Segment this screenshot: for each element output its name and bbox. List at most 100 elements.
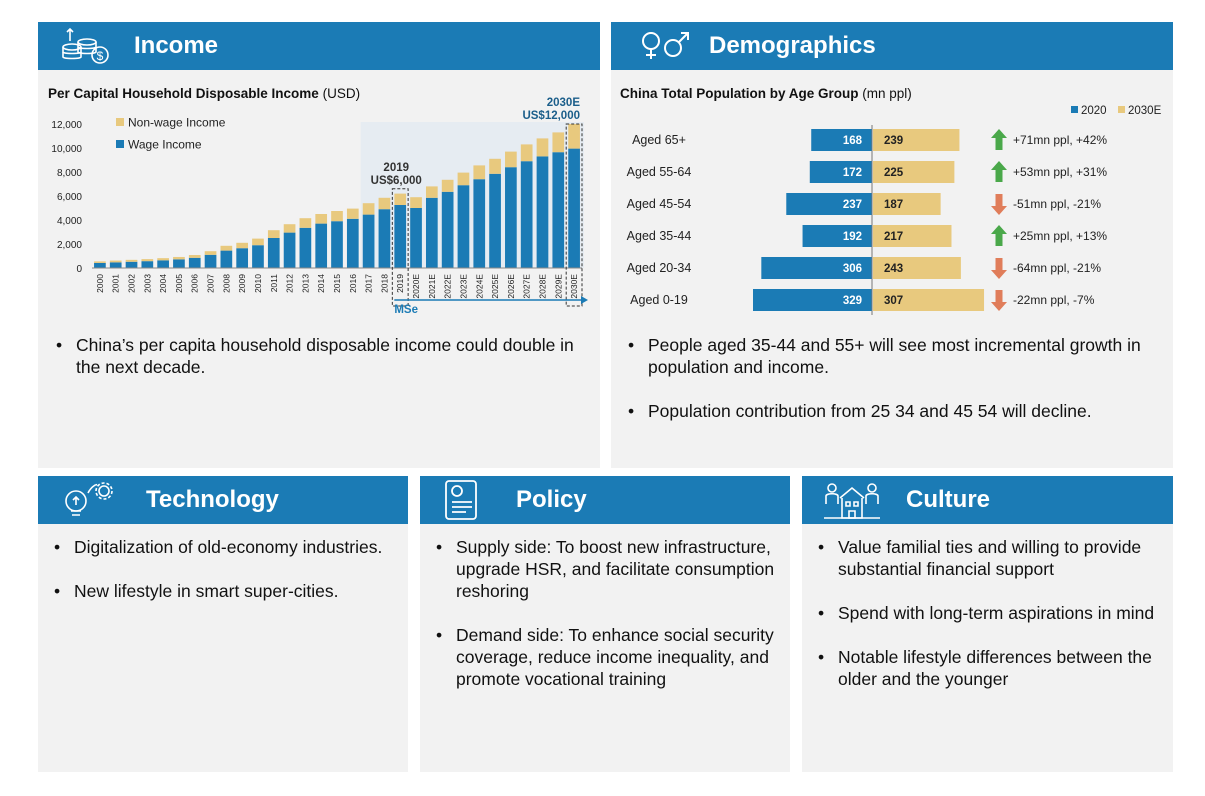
culture-bullet: Value familial ties and willing to provi… xyxy=(816,536,1166,580)
age-group-label: Aged 35-44 xyxy=(627,229,692,243)
bar-2030 xyxy=(873,129,960,151)
bar-2030 xyxy=(873,225,952,247)
x-tick-label: 2002 xyxy=(127,274,137,293)
bar-wage xyxy=(378,209,391,268)
x-tick-label: 2019 xyxy=(395,274,405,293)
bar-nonwage xyxy=(267,230,280,238)
bar-nonwage xyxy=(173,256,185,260)
technology-title: Technology xyxy=(146,486,279,513)
bar-wage xyxy=(267,238,280,268)
bar-nonwage xyxy=(568,124,580,149)
income-bullets: China’s per capita household disposable … xyxy=(54,334,589,400)
legend-label: 2030E xyxy=(1128,105,1162,117)
up-arrow-icon xyxy=(991,161,1007,182)
y-tick-label: 6,000 xyxy=(57,192,82,203)
x-tick-label: 2010 xyxy=(253,274,263,293)
change-label: -64mn ppl, -21% xyxy=(1013,261,1101,275)
income-title: Income xyxy=(134,32,219,59)
income-chart-title-text: Per Capital Household Disposable Income xyxy=(48,86,319,101)
y-tick-label: 8,000 xyxy=(57,168,82,179)
policy-bullets: Supply side: To boost new infrastructure… xyxy=(434,536,784,712)
bar-nonwage xyxy=(346,208,359,219)
bar-wage xyxy=(220,250,233,268)
legend-label: Wage Income xyxy=(128,138,202,152)
bar-wage xyxy=(520,161,533,268)
bar-wage xyxy=(315,223,328,268)
bar-nonwage xyxy=(331,211,343,222)
demographics-chart-unit: (mn ppl) xyxy=(862,86,912,101)
bar-2020-label: 192 xyxy=(843,231,862,243)
bar-wage xyxy=(157,260,169,268)
legend-swatch-nonwage xyxy=(116,118,124,126)
legend-swatch-wage xyxy=(116,140,124,148)
bar-nonwage xyxy=(410,197,422,208)
bar-wage xyxy=(346,218,359,268)
x-annotation: MSe xyxy=(394,304,418,316)
culture-bullets: Value familial ties and willing to provi… xyxy=(816,536,1166,712)
income-chart: 0 2,000 4,000 6,000 8,000 10,000 12,000 2000 200… xyxy=(51,97,588,316)
demographics-bullet: People aged 35-44 and 55+ will see most … xyxy=(626,334,1161,378)
bar-wage xyxy=(552,152,565,268)
down-arrow-icon xyxy=(991,194,1007,215)
bar-nonwage xyxy=(188,255,201,258)
gender-symbols-icon xyxy=(642,32,689,59)
bar-nonwage xyxy=(394,193,407,205)
bar-wage xyxy=(236,248,249,268)
bar-wage xyxy=(457,185,470,268)
x-tick-label: 2004 xyxy=(158,274,168,293)
bar-nonwage xyxy=(299,218,312,228)
bar-nonwage xyxy=(425,186,438,198)
bar-wage xyxy=(141,261,154,268)
change-label: +25mn ppl, +13% xyxy=(1013,229,1107,243)
x-tick-label: 2016 xyxy=(348,274,358,293)
bar-nonwage xyxy=(552,132,565,153)
bar-2030 xyxy=(873,161,955,183)
demographics-chart-title: China Total Population by Age Group (mn … xyxy=(620,86,912,101)
bar-wage xyxy=(505,167,517,268)
bar-nonwage xyxy=(520,144,533,162)
bar-wage xyxy=(94,262,106,268)
x-tick-label: 2024E xyxy=(474,274,484,299)
bar-2030 xyxy=(873,257,961,279)
x-tick-label: 2008 xyxy=(221,274,231,293)
culture-bullet: Spend with long-term aspirations in mind xyxy=(816,602,1166,624)
bar-nonwage xyxy=(457,172,470,186)
technology-bullets: Digitalization of old-economy industries… xyxy=(52,536,397,624)
x-tick-label: 2027E xyxy=(522,274,532,299)
bar-wage xyxy=(299,227,312,268)
x-tick-label: 2003 xyxy=(142,274,152,293)
bar-wage xyxy=(473,179,486,268)
income-chart-unit: (USD) xyxy=(322,86,361,101)
highlight-box-2019 xyxy=(391,188,409,307)
x-tick-label: 2022E xyxy=(443,274,453,299)
bar-2030-label: 239 xyxy=(884,135,903,147)
bar-2030-label: 243 xyxy=(884,263,903,275)
bar-wage xyxy=(394,205,407,268)
bar-2020-label: 306 xyxy=(843,263,862,275)
policy-bullet: Demand side: To enhance social security … xyxy=(434,624,784,690)
bar-nonwage xyxy=(157,258,169,261)
x-tick-label: 2018 xyxy=(379,274,389,293)
culture-bullet: Notable lifestyle differences between th… xyxy=(816,646,1166,690)
bar-2020-label: 329 xyxy=(843,295,862,307)
x-tick-label: 2005 xyxy=(174,274,184,293)
x-tick-label: 2012 xyxy=(285,274,295,293)
people-building-icon xyxy=(824,483,880,519)
culture-title: Culture xyxy=(906,486,990,513)
bar-wage xyxy=(425,197,438,268)
bar-2020 xyxy=(809,161,872,183)
bar-nonwage xyxy=(378,197,391,210)
money-stack-icon: $ xyxy=(62,27,109,64)
age-group-label: Aged 55-64 xyxy=(627,165,692,179)
bar-2030 xyxy=(873,193,941,215)
annotation-value: US$6,000 xyxy=(371,175,422,187)
bar-wage xyxy=(252,245,264,268)
bar-2020 xyxy=(786,193,872,215)
x-tick-label: 2011 xyxy=(269,274,279,293)
annotation-year: 2030E xyxy=(547,97,581,109)
down-arrow-icon xyxy=(991,258,1007,279)
demographics-header: Demographics xyxy=(611,22,1173,70)
x-tick-label: 2015 xyxy=(332,274,342,293)
bar-wage xyxy=(362,214,375,268)
bar-nonwage xyxy=(362,203,375,215)
